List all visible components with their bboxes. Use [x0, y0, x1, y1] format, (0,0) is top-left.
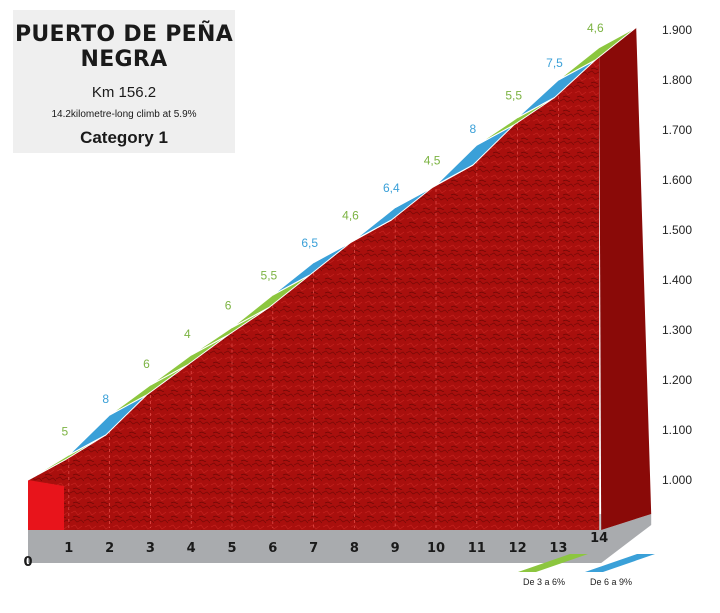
- x-tick-label: 4: [187, 541, 196, 556]
- gradient-label: 8: [102, 392, 109, 406]
- x-axis-strip: [28, 514, 652, 563]
- climb-title: PUERTO DE PEÑA NEGRA: [14, 22, 234, 72]
- x-tick-label: 10: [427, 541, 445, 556]
- gradient-label: 7,5: [546, 56, 563, 70]
- gradient-label: 8: [470, 122, 477, 136]
- y-tick-label: 1.400: [662, 273, 692, 287]
- x-tick-label: 0: [23, 555, 32, 570]
- y-tick-label: 1.300: [662, 323, 692, 337]
- y-tick-label: 1.000: [662, 473, 692, 487]
- y-tick-label: 1.700: [662, 123, 692, 137]
- gradient-segment: [558, 27, 637, 81]
- gradient-label: 4: [184, 327, 191, 341]
- elevation-right-face: [599, 27, 652, 530]
- climb-km: Km 156.2: [91, 84, 157, 101]
- gradient-label: 4,6: [587, 21, 604, 35]
- climb-description: 14.2kilometre-long climb at 5.9%: [51, 109, 197, 120]
- legend-label: De 6 a 9%: [590, 577, 632, 587]
- x-tick-label: 8: [350, 541, 359, 556]
- y-tick-label: 1.500: [662, 223, 692, 237]
- gradient-label: 6,4: [383, 181, 400, 195]
- x-tick-label: 13: [549, 541, 567, 556]
- x-tick-label: 11: [468, 541, 486, 556]
- x-tick-label: 2: [105, 541, 114, 556]
- y-tick-label: 1.600: [662, 173, 692, 187]
- legend-swatch: [585, 554, 655, 572]
- y-tick-label: 1.800: [662, 73, 692, 87]
- x-tick-label: 5: [227, 541, 236, 556]
- gradient-label: 4,5: [424, 153, 441, 167]
- x-tick-label: 1: [64, 541, 73, 556]
- y-tick-label: 1.100: [662, 423, 692, 437]
- legend-swatch: [518, 554, 588, 572]
- gradient-label: 5,5: [261, 268, 278, 282]
- x-tick-label: 6: [268, 541, 277, 556]
- x-tick-label: 9: [391, 541, 400, 556]
- gradient-label: 4,6: [342, 208, 359, 222]
- gradient-label: 6,5: [301, 236, 318, 250]
- gradient-label: 5: [62, 425, 69, 439]
- climb-info-panel: PUERTO DE PEÑA NEGRA Km 156.2 14.2kilome…: [13, 10, 235, 153]
- start-block: [28, 480, 64, 530]
- x-tick-label: 3: [146, 541, 155, 556]
- y-tick-label: 1.200: [662, 373, 692, 387]
- gradient-label: 6: [225, 298, 232, 312]
- legend-label: De 3 a 6%: [523, 577, 565, 587]
- x-tick-label: 12: [509, 541, 527, 556]
- gradient-label: 5,5: [505, 88, 522, 102]
- climb-category: Category 1: [80, 128, 168, 147]
- x-tick-label: 7: [309, 541, 318, 556]
- y-tick-label: 1.900: [662, 23, 692, 37]
- gradient-label: 6: [143, 357, 150, 371]
- x-tick-label: 14: [590, 531, 608, 546]
